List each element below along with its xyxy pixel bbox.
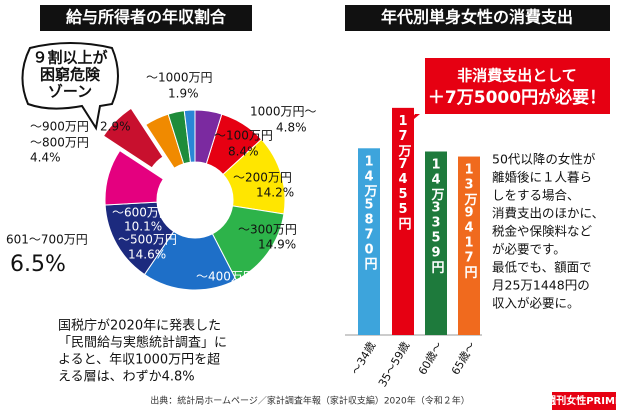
title-bg <box>345 5 610 31</box>
slice-value: 14.2% <box>256 186 294 200</box>
slice-value: 10.1% <box>124 220 162 234</box>
slice-value: 14.6% <box>128 248 166 262</box>
bar-label: 14万3359円 <box>429 158 446 275</box>
x-tick-label: 60歳～ <box>416 340 445 378</box>
slice-value: 2.9% <box>100 120 131 134</box>
note-line: える層は、わずか4.8% <box>58 370 195 385</box>
callout-text: 困窮危険 <box>40 66 101 84</box>
callout-bubble <box>21 42 119 131</box>
note-line: 消費支出のほかに、 <box>492 206 604 221</box>
slice-value: 6.5% <box>10 252 66 277</box>
slice-label: ～800万円 <box>30 136 89 150</box>
x-tick-label: ～34歳 <box>349 340 378 378</box>
callout-text: ＋7万5000円が必要！ <box>428 87 606 108</box>
pie-slice <box>194 109 223 165</box>
pie-slice <box>143 230 237 291</box>
pie-slice <box>104 149 164 206</box>
note-line: 離婚後に１人暮ら <box>492 170 592 185</box>
note-line: 国税庁が2020年に発表した <box>58 319 221 334</box>
bar-title: 年代別単身女性の消費支出 <box>381 8 573 27</box>
pie-title: 給与所得者の年収割合 <box>66 8 227 27</box>
bar-label: 13万9417円 <box>462 163 479 280</box>
slice-label: ～1000万円 <box>146 71 213 85</box>
slice-value: 8.4% <box>228 145 259 159</box>
note-line: が必要です。 <box>492 242 566 257</box>
callout-text: 非消費支出として <box>457 67 577 85</box>
note-line: 収入が必要に。 <box>492 296 580 311</box>
note-line: 50代以降の女性が <box>492 152 596 167</box>
pie-slice <box>102 107 164 169</box>
bar-label: 17万7455円 <box>396 114 413 231</box>
callout-text: ゾーン <box>48 83 92 101</box>
slice-label: ～500万円 <box>118 233 177 247</box>
bar-label: 14万5870円 <box>362 154 379 271</box>
note-line: 税金や保険料など <box>492 224 593 239</box>
logo-bg <box>552 392 616 410</box>
note-line: 月25万1448円の <box>492 278 590 293</box>
title-bg <box>40 5 252 31</box>
slice-label: ～300万円 <box>238 223 297 237</box>
bar <box>458 156 480 335</box>
slice-value: 14.9% <box>258 238 296 252</box>
bar <box>358 148 380 335</box>
source: 出典：統計局ホームページ／家計調査年報（家計収支編）2020年（令和２年） <box>150 395 469 407</box>
slice-value: 4.8% <box>276 121 307 135</box>
bar <box>392 107 414 335</box>
slice-label: ～600万円 <box>112 206 171 220</box>
note-line: 「民間給与実態統計調査」に <box>58 335 227 351</box>
note-line: よると、年収1000万円を超 <box>58 353 220 368</box>
slice-value: 17% <box>218 285 245 299</box>
slice-label: 601～700万円 <box>6 233 88 247</box>
slice-label: ～200万円 <box>233 171 292 185</box>
logo: 週刊女性PRIME <box>546 394 620 407</box>
slice-label: ～100万円 <box>214 129 273 143</box>
callout-box <box>408 58 610 124</box>
note-line: しをする場合、 <box>492 188 580 203</box>
slice-value: 4.4% <box>30 151 61 165</box>
slice-label: ～900万円 <box>30 120 89 134</box>
note-line: 最低でも、額面で <box>492 260 592 275</box>
bar <box>425 151 447 335</box>
slice-value: 1.9% <box>168 87 199 101</box>
slice-label: ～400万円 <box>196 270 255 284</box>
slice-label: 1000万円～ <box>250 105 317 119</box>
callout-text: ９割以上が <box>32 49 108 67</box>
x-tick-label: 65歳～ <box>449 340 478 378</box>
x-tick-label: 35～59歳 <box>376 340 412 390</box>
